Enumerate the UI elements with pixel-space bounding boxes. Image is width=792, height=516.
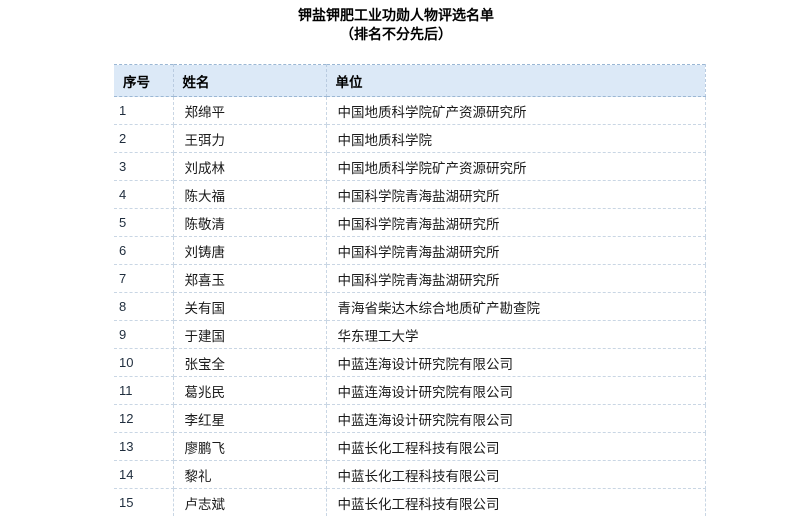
cell-index: 15	[114, 489, 173, 516]
cell-name: 葛兆民	[173, 377, 326, 405]
cell-index: 10	[114, 349, 173, 377]
table-header-row: 序号 姓名 单位	[114, 65, 705, 97]
cell-index: 12	[114, 405, 173, 433]
title-block: 钾盐钾肥工业功勋人物评选名单 （排名不分先后）	[0, 0, 792, 44]
cell-org: 中国地质科学院	[326, 125, 705, 153]
cell-name: 黎礼	[173, 461, 326, 489]
cell-index: 4	[114, 181, 173, 209]
cell-org: 中国科学院青海盐湖研究所	[326, 265, 705, 293]
cell-org: 中蓝连海设计研究院有限公司	[326, 349, 705, 377]
cell-org: 中蓝连海设计研究院有限公司	[326, 405, 705, 433]
cell-org: 青海省柴达木综合地质矿产勘查院	[326, 293, 705, 321]
cell-name: 廖鹏飞	[173, 433, 326, 461]
column-header-org: 单位	[326, 65, 705, 97]
table-header: 序号 姓名 单位	[114, 65, 705, 97]
cell-name: 陈敬清	[173, 209, 326, 237]
cell-index: 11	[114, 377, 173, 405]
cell-org: 中国科学院青海盐湖研究所	[326, 181, 705, 209]
cell-org: 中国科学院青海盐湖研究所	[326, 237, 705, 265]
cell-name: 陈大福	[173, 181, 326, 209]
cell-name: 于建国	[173, 321, 326, 349]
cell-index: 13	[114, 433, 173, 461]
cell-name: 刘成林	[173, 153, 326, 181]
cell-name: 张宝全	[173, 349, 326, 377]
cell-org: 中蓝长化工程科技有限公司	[326, 489, 705, 516]
cell-name: 关有国	[173, 293, 326, 321]
cell-index: 7	[114, 265, 173, 293]
cell-index: 3	[114, 153, 173, 181]
cell-org: 中蓝长化工程科技有限公司	[326, 433, 705, 461]
page-title: 钾盐钾肥工业功勋人物评选名单	[0, 6, 792, 25]
cell-org: 中国地质科学院矿产资源研究所	[326, 97, 705, 125]
cell-org: 中国地质科学院矿产资源研究所	[326, 153, 705, 181]
cell-org: 华东理工大学	[326, 321, 705, 349]
cell-name: 李红星	[173, 405, 326, 433]
cell-index: 2	[114, 125, 173, 153]
cell-org: 中蓝连海设计研究院有限公司	[326, 377, 705, 405]
column-header-index: 序号	[114, 65, 173, 97]
cell-index: 1	[114, 97, 173, 125]
cell-name: 刘铸唐	[173, 237, 326, 265]
cell-index: 5	[114, 209, 173, 237]
cell-name: 王弭力	[173, 125, 326, 153]
cell-name: 卢志斌	[173, 489, 326, 516]
column-header-name: 姓名	[173, 65, 326, 97]
cell-org: 中国科学院青海盐湖研究所	[326, 209, 705, 237]
cell-name: 郑绵平	[173, 97, 326, 125]
cell-name: 郑喜玉	[173, 265, 326, 293]
cell-index: 6	[114, 237, 173, 265]
page-subtitle: （排名不分先后）	[0, 25, 792, 44]
cell-org: 中蓝长化工程科技有限公司	[326, 461, 705, 489]
cell-index: 14	[114, 461, 173, 489]
cell-index: 9	[114, 321, 173, 349]
cell-index: 8	[114, 293, 173, 321]
